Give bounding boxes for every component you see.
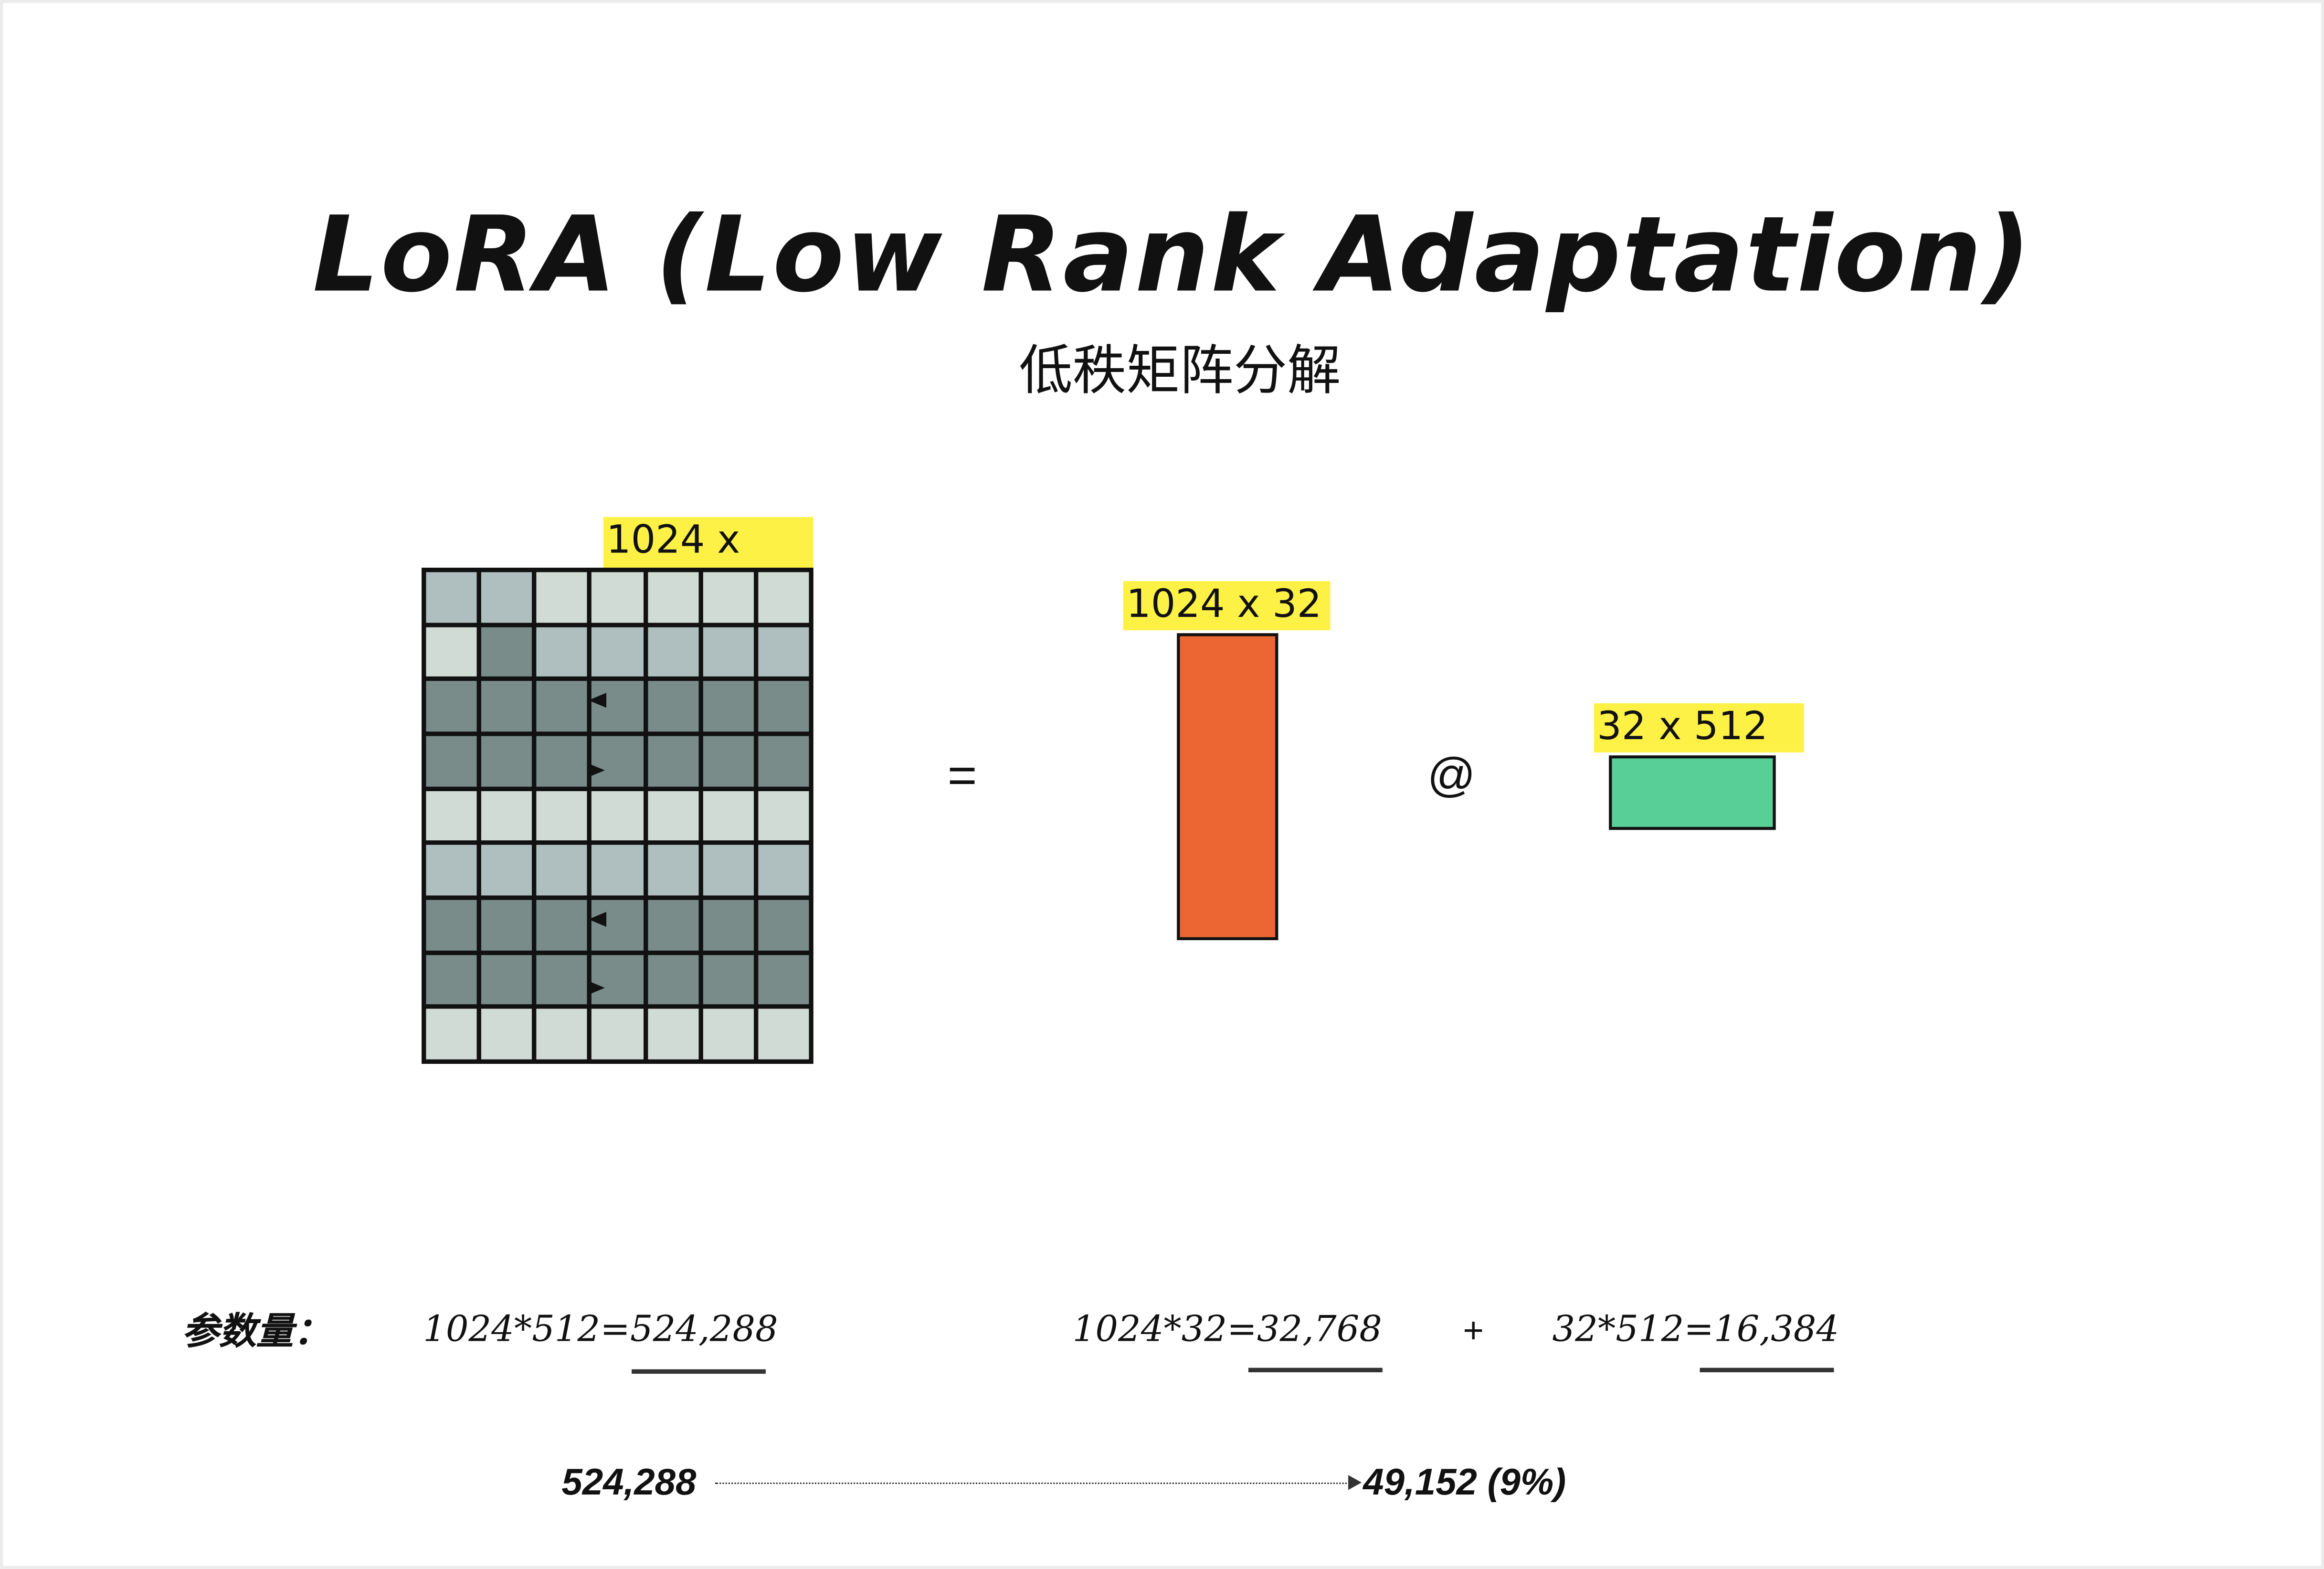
matrix-cell [647,572,698,623]
full-matrix-grid [422,567,813,1064]
matrix-cell [537,572,588,623]
a-params-formula: 1024*32=32,768 [1072,1308,1382,1350]
matrix-cell [426,954,477,1005]
underline [1700,1368,1834,1372]
arrow-right-icon [587,981,606,996]
matrix-cell [481,572,532,623]
summary-from: 524,288 [561,1462,697,1504]
matrix-cell [592,572,643,623]
matrix-cell [537,900,588,950]
matrix-cell [537,790,588,841]
matrix-cell [702,1009,754,1060]
matrix-cell [426,681,477,732]
matrix-cell [426,790,477,841]
matrix-cell [587,736,643,786]
matrix-cell [647,736,698,786]
matrix-cell [702,845,754,896]
matrix-a-label: 1024 x 32 [1123,581,1331,630]
matrix-cell [589,900,643,950]
matrix-cell [702,572,754,623]
matrix-b-rect [1609,755,1776,830]
matrix-cell [758,572,809,623]
matrix-cell [702,626,754,677]
subtitle: 低秩矩阵分解 [1019,339,1341,401]
matrix-cell [702,954,754,1005]
matrix-cell [537,1009,588,1060]
matrix-cell [592,790,643,841]
matrix-cell [592,626,643,677]
matrix-cell [481,900,532,950]
matrix-cell [481,626,532,677]
underline [632,1369,766,1374]
matrix-cell [592,845,643,896]
matrix-cell [587,954,643,1005]
matrix-cell [481,1009,532,1060]
matrix-cell [481,845,532,896]
underline [1248,1368,1383,1372]
matrix-cell [426,572,477,623]
matrix-cell [647,954,698,1005]
matrix-cell [537,845,588,896]
arrow-left-icon [589,693,607,709]
matrix-a-rect [1177,633,1278,941]
matrix-cell [647,626,698,677]
arrow-head-icon [1348,1475,1362,1490]
matrix-cell [758,790,809,841]
matrix-cell [758,900,809,950]
matrix-cell [702,790,754,841]
matrix-cell [647,900,698,950]
matrix-cell [481,790,532,841]
arrow-right-icon [587,762,606,777]
matrix-cell [537,681,588,732]
arrow-left-icon [589,912,607,927]
equals-sign: = [947,748,977,805]
dotted-arrow-line [715,1482,1350,1484]
matrix-cell [426,845,477,896]
plus-sign: + [1463,1311,1484,1352]
matrix-cell [758,736,809,786]
matrix-cell [481,681,532,732]
matrix-cell [702,681,754,732]
matrix-cell [647,790,698,841]
matrix-cell [537,954,588,1005]
params-label: 参数量： [181,1311,331,1353]
matrix-cell [758,626,809,677]
matrix-cell [426,736,477,786]
matrix-cell [758,845,809,896]
matrix-cell [702,900,754,950]
matrix-cell [426,900,477,950]
matrix-cell [537,736,588,786]
matrix-b-label: 32 x 512 [1594,703,1804,753]
matrix-cell [758,681,809,732]
summary-to: 49,152 (9%) [1363,1462,1566,1504]
matrix-cell [758,1009,809,1060]
matrix-cell [758,954,809,1005]
matrix-cell [592,1009,643,1060]
b-params-formula: 32*512=16,384 [1552,1308,1839,1350]
matrix-cell [481,736,532,786]
matmul-sign: @ [1427,748,1476,802]
page-title: LoRA (Low Rank Adaptation) [312,193,2032,316]
full-params-formula: 1024*512=524,288 [423,1308,778,1350]
matrix-cell [647,681,698,732]
matrix-cell [589,681,643,732]
matrix-cell [426,1009,477,1060]
matrix-cell [647,1009,698,1060]
matrix-cell [702,736,754,786]
matrix-cell [537,626,588,677]
matrix-cell [481,954,532,1005]
matrix-cell [426,626,477,677]
matrix-cell [647,845,698,896]
